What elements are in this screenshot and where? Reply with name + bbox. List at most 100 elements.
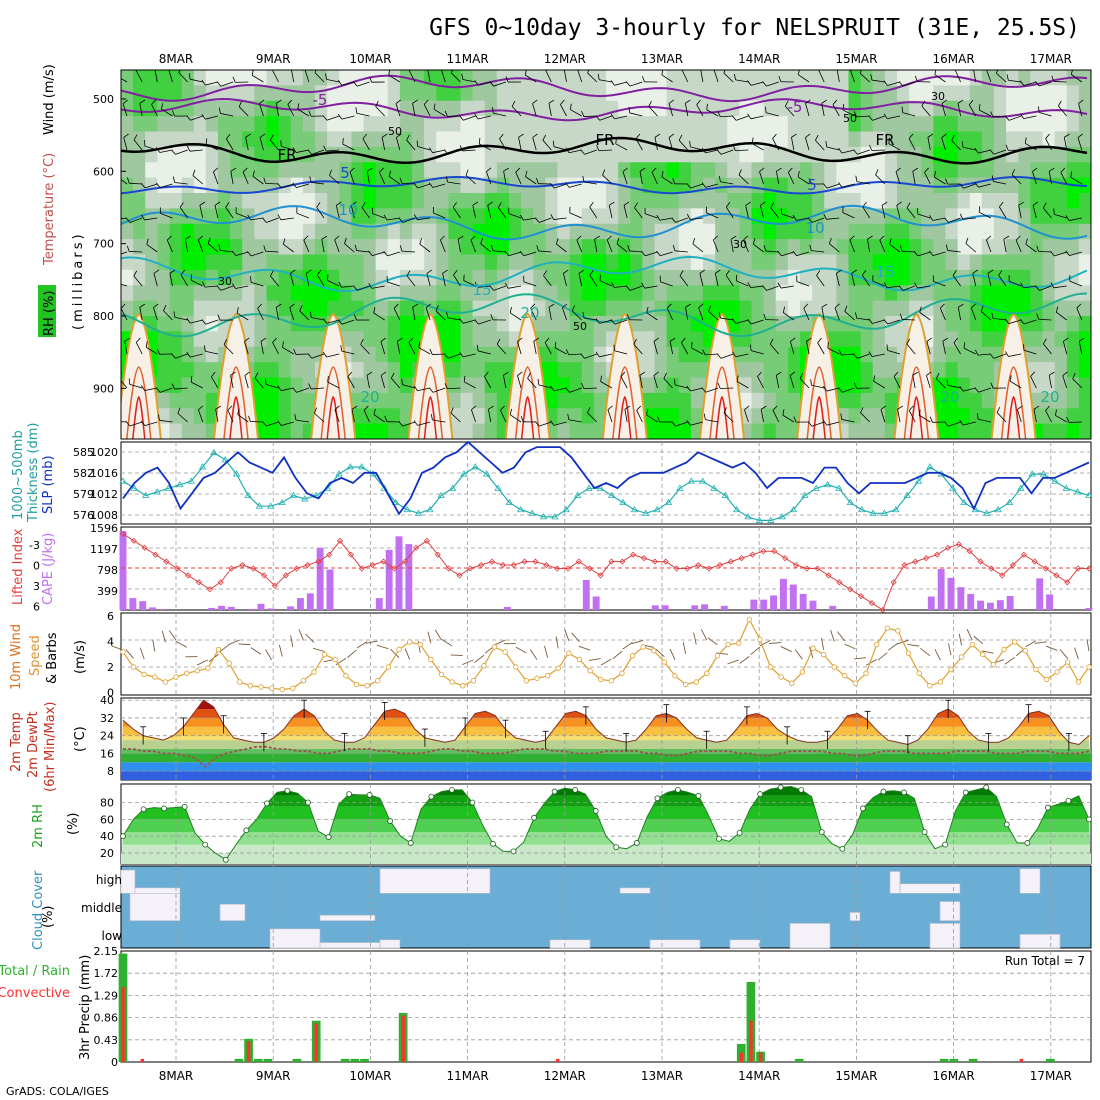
rh-cell — [654, 346, 668, 363]
wind-barb — [553, 421, 567, 426]
wind-barb-flag — [706, 103, 708, 110]
wind-barb-flag — [870, 74, 873, 81]
wind-barb — [970, 307, 977, 321]
warm-plume-inner — [132, 395, 146, 439]
wind-barb-flag — [459, 351, 464, 358]
rh-cell — [1030, 254, 1044, 271]
rh-cell — [618, 116, 631, 133]
rh-cell — [800, 239, 813, 256]
rh-cell — [969, 131, 983, 148]
thickness-marker — [210, 448, 218, 456]
isotherm-label: 10 — [805, 219, 824, 237]
wind-barb — [517, 341, 522, 355]
wind-barb-flag — [179, 202, 184, 208]
wind-barb — [844, 311, 855, 321]
rh-cell — [1006, 116, 1019, 133]
wind-barb — [484, 376, 492, 389]
rh-cell — [484, 208, 498, 225]
wind-barb — [523, 281, 537, 287]
wind-barb — [509, 312, 522, 321]
wind10m-barb — [474, 654, 485, 663]
ylabel-rh-pct: (%) — [66, 813, 81, 836]
rh-cell — [690, 392, 704, 409]
wind-barb — [941, 137, 946, 151]
rh-cell — [375, 239, 389, 256]
rh-cell — [387, 70, 401, 86]
rh-cell — [387, 193, 401, 209]
wind-barb — [980, 311, 992, 321]
rh-cell — [800, 254, 813, 271]
rh-cell — [775, 269, 789, 286]
wind-barb-flag — [322, 351, 327, 358]
wind-marker — [704, 670, 710, 676]
rh-cell — [412, 100, 425, 117]
wind-barb — [646, 312, 658, 321]
li-marker — [185, 572, 192, 579]
wind-barb-flag — [678, 134, 683, 141]
rh-cell — [824, 316, 837, 332]
wind-marker — [311, 669, 317, 675]
rh-cell — [290, 254, 304, 271]
cloud-block — [134, 887, 181, 894]
wind-barb — [508, 213, 522, 219]
rh-cell — [157, 285, 171, 302]
rh-cell — [133, 239, 146, 256]
wind-barb — [236, 312, 249, 321]
wind-barb-flag — [991, 312, 994, 319]
wind-barb — [576, 239, 583, 253]
rh-cell — [994, 285, 1007, 302]
rh-cell — [763, 377, 777, 394]
rh-cell — [581, 269, 595, 286]
rh-cell — [399, 300, 413, 317]
thickness-marker — [755, 516, 764, 523]
wind-barb — [457, 239, 461, 253]
wind-barb-flag — [978, 206, 981, 213]
rh-cell — [921, 85, 934, 102]
rh-cell — [751, 392, 765, 409]
wind-barb-flag — [406, 134, 410, 141]
rh-cell — [824, 208, 837, 225]
wind-barb-flag — [471, 405, 477, 411]
rh-cell — [157, 193, 171, 209]
wind-barb — [817, 342, 825, 355]
wind-barb-flag — [610, 319, 616, 325]
rh-cell — [848, 239, 862, 256]
rh-cell — [472, 177, 486, 194]
slp-tick-label: 1008 — [90, 509, 118, 522]
rh-cell — [545, 131, 559, 148]
wind-barb-flag — [307, 353, 313, 359]
wind-barb-flag — [623, 201, 630, 206]
rh-cell — [290, 331, 304, 348]
rh-contour-label: 30 — [218, 275, 232, 288]
cloud-tick-label: low — [102, 929, 123, 943]
rh-cell — [181, 254, 195, 271]
wind-barb-flag — [679, 270, 684, 276]
wind-barb-flag — [777, 282, 782, 289]
wind-barb-flag — [646, 306, 649, 313]
rh-cell — [812, 254, 825, 271]
wind-barb-flag — [945, 178, 948, 185]
wind-barb — [577, 70, 583, 83]
rh-marker — [531, 814, 537, 821]
wind-barb-flag — [906, 338, 911, 345]
wind-barb-flag — [388, 170, 392, 177]
wind-barb-flag — [1032, 201, 1039, 206]
rh-cell — [521, 285, 534, 302]
wind-barb — [1060, 172, 1068, 185]
rh-cell — [545, 362, 559, 379]
wind-barb-flag — [1045, 405, 1050, 411]
wind-barb-flag — [297, 103, 300, 110]
rh-cell — [399, 146, 413, 163]
rh-cell — [581, 346, 595, 363]
rh-cell — [945, 223, 959, 240]
wind-barb-flag — [314, 407, 318, 414]
wind-barb-flag — [733, 73, 736, 80]
rh-cell — [593, 362, 607, 379]
wind-barb — [648, 106, 658, 117]
wind-barb — [527, 378, 537, 389]
wind-barb-flag — [744, 405, 750, 410]
rh-cell — [266, 362, 280, 379]
wind-barb-flag — [153, 303, 159, 308]
li-marker — [315, 558, 322, 565]
wind-barb — [252, 175, 264, 185]
